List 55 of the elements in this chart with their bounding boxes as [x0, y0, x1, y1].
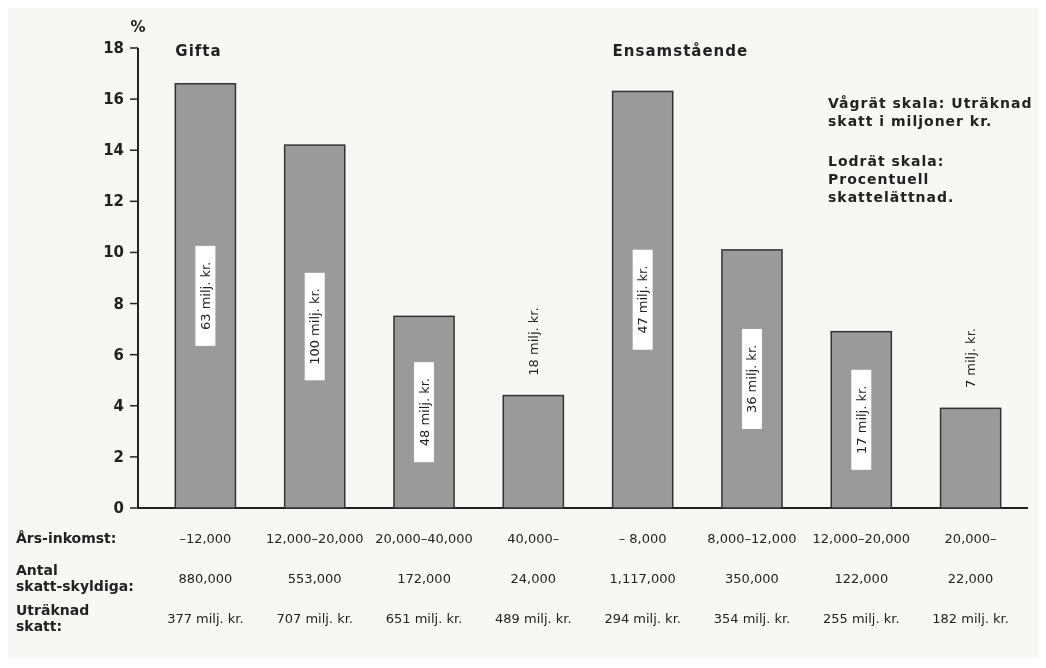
- annotation: 18 milj. kr.: [525, 307, 541, 376]
- y-tick-label: 6: [113, 345, 124, 364]
- y-axis-title: %: [130, 18, 146, 36]
- text: 377 milj. kr.: [167, 610, 244, 626]
- annotation: 63 milj. kr.: [197, 261, 213, 331]
- y-tick-label: 8: [113, 294, 124, 313]
- x-tick-label: 12,000–20,000: [812, 530, 911, 546]
- x-tick-label: 20,000–: [944, 530, 997, 546]
- x-tick-label: 12,000–20,000: [265, 530, 364, 546]
- text: 350,000: [725, 570, 779, 586]
- y-tick-label: 12: [103, 192, 124, 211]
- x-axis-title: Års-inkomst:: [16, 530, 117, 546]
- text: 354 milj. kr.: [713, 610, 791, 626]
- y-tick-label: 18: [103, 39, 124, 57]
- x-tick-label: 40,000–: [507, 530, 560, 546]
- annotation: 100 milj. kr.: [307, 288, 323, 365]
- annotation: Lodrät skala: Procentuell skattelättnad.: [828, 153, 955, 205]
- text: Antal skatt-skyldiga:: [16, 562, 134, 594]
- annotation: 48 milj. kr.: [416, 378, 432, 447]
- bar: [502, 394, 565, 509]
- text: 489 milj. kr.: [495, 610, 572, 626]
- annotation: Ensamstående: [612, 42, 749, 60]
- text: Uträknad skatt:: [16, 602, 90, 634]
- y-tick-label: 16: [103, 90, 124, 109]
- text: 122,000: [834, 570, 889, 586]
- bar: [939, 407, 1002, 509]
- text: 172,000: [397, 570, 451, 586]
- x-tick-label: 20,000–40,000: [375, 530, 473, 546]
- bar: [611, 90, 674, 509]
- annotation: 36 milj. kr.: [744, 344, 760, 414]
- x-tick-label: –12,000: [179, 530, 232, 546]
- annotation: 17 milj. kr.: [853, 385, 869, 454]
- text: 880,000: [178, 570, 233, 586]
- text: 22,000: [947, 570, 994, 586]
- text: 707 milj. kr.: [276, 610, 353, 626]
- text: 24,000: [510, 570, 557, 586]
- text: 553,000: [287, 570, 342, 586]
- bar: [283, 144, 346, 509]
- x-tick-label: 8,000–12,000: [707, 530, 797, 546]
- annotation: Gifta: [175, 42, 222, 60]
- y-tick-label: 2: [113, 447, 124, 466]
- y-tick-label: 4: [113, 396, 124, 415]
- x-tick-label: – 8,000: [618, 530, 667, 546]
- text: 1,117,000: [609, 570, 676, 586]
- annotation: Vågrät skala: Uträknad skatt i miljoner kr.: [828, 95, 1033, 129]
- annotation: 7 milj. kr.: [963, 328, 979, 389]
- text: 255 milj. kr.: [823, 610, 900, 626]
- text: 651 milj. kr.: [385, 610, 463, 626]
- annotation: 47 milj. kr.: [635, 265, 651, 334]
- y-tick-label: 10: [103, 243, 124, 262]
- text: 294 milj. kr.: [604, 610, 681, 626]
- text: 182 milj. kr.: [932, 610, 1009, 626]
- y-tick-label: 14: [103, 141, 124, 160]
- bar: [174, 83, 237, 509]
- y-tick-label: 0: [113, 499, 124, 517]
